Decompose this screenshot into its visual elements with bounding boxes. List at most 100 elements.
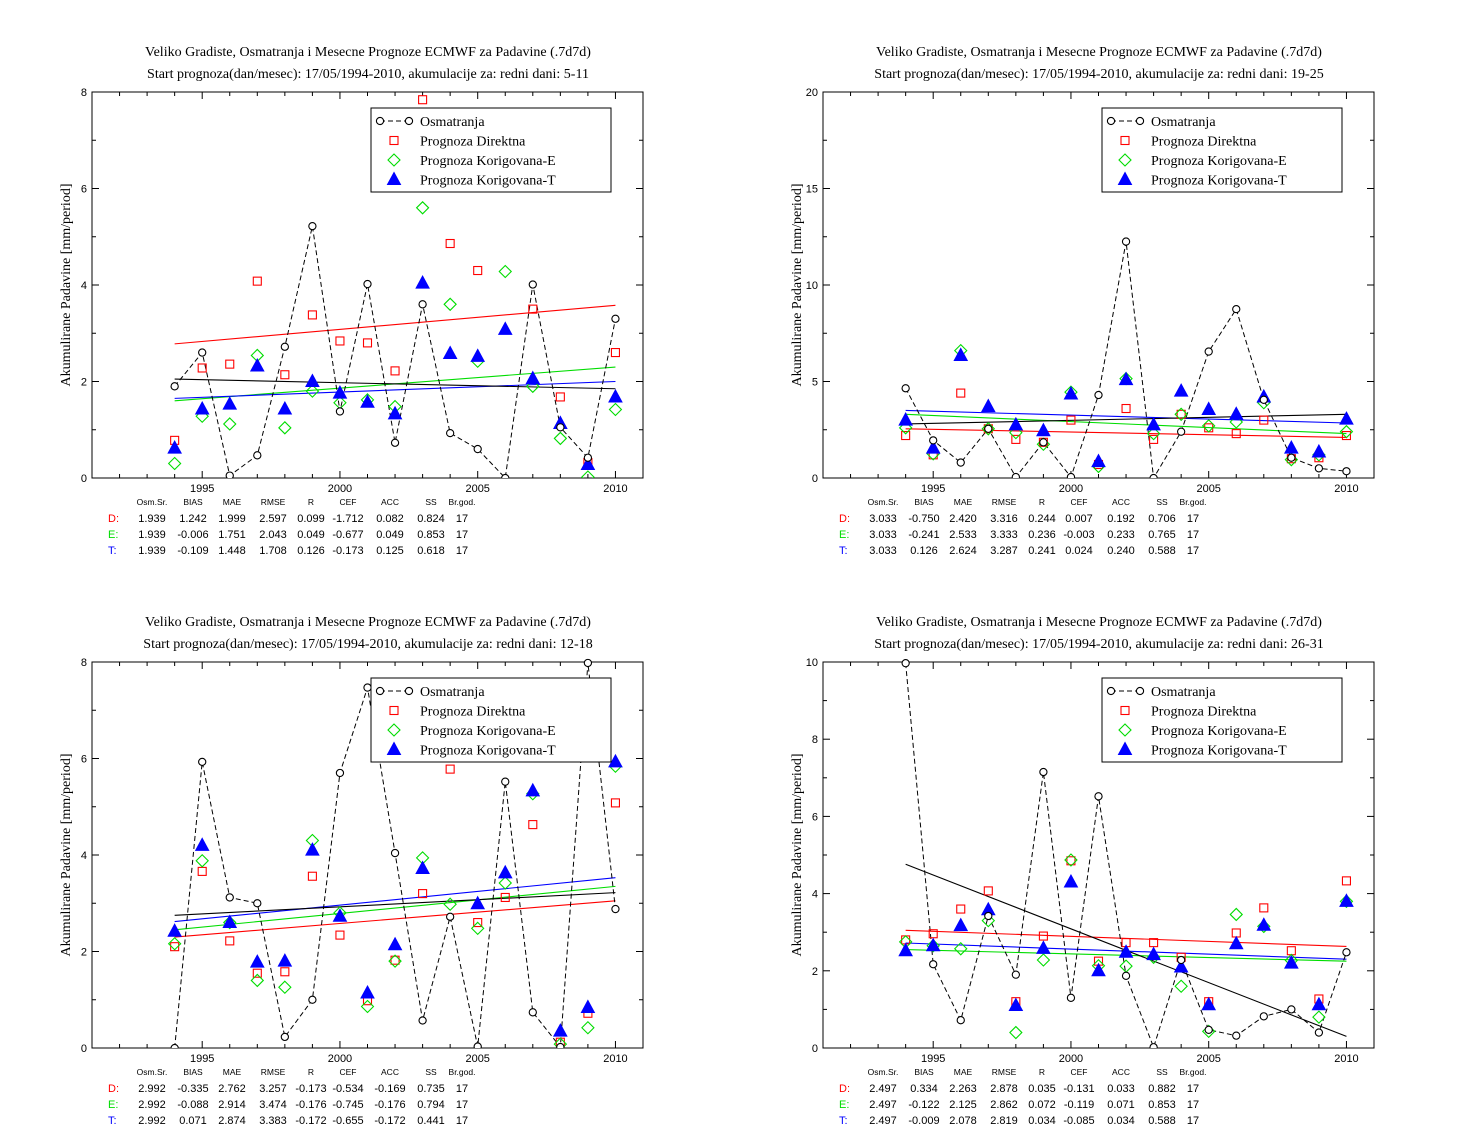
- stats-cell: 2.992: [138, 1083, 166, 1095]
- corr_t-point: [497, 864, 513, 879]
- stats-cell: -0.088: [177, 1099, 208, 1111]
- direct-point: [1341, 430, 1352, 441]
- chart-panel-2: Veliko Gradiste, Osmatranja i Mesecne Pr…: [790, 45, 1375, 557]
- corr_t-point: [1311, 996, 1327, 1011]
- plot-area: [167, 658, 623, 1048]
- stats-cell: 2.874: [218, 1115, 246, 1127]
- corr_e-point: [608, 402, 623, 417]
- stats-cell: -0.003: [1063, 529, 1094, 541]
- corr_e-point: [278, 980, 292, 994]
- direct-point: [280, 370, 290, 380]
- corr_t-point: [525, 370, 541, 385]
- corr_t-point: [277, 400, 293, 415]
- obs-point: [1039, 767, 1048, 777]
- obs-point: [1066, 993, 1076, 1002]
- corr_e-point: [1201, 419, 1216, 433]
- x-tick-label: 1995: [190, 483, 214, 495]
- y-axis-label: Akumulirane Padavine [mm/period]: [59, 184, 74, 387]
- stats-cell: 0.233: [1107, 529, 1135, 541]
- corr_e-point: [981, 913, 996, 928]
- direct-point: [335, 336, 345, 346]
- stats-cell: 2.878: [990, 1083, 1018, 1095]
- stats-cell: 0.244: [1028, 513, 1056, 525]
- stats-cell: 0.334: [910, 1083, 938, 1095]
- direct-point: [610, 347, 621, 358]
- obs-point: [473, 1042, 482, 1048]
- corr_e-point: [1009, 425, 1023, 440]
- stats-cell: 2.078: [949, 1115, 977, 1127]
- stats-cell: 2.862: [990, 1099, 1018, 1111]
- obs-point: [335, 768, 345, 778]
- corr_t-point: [553, 1023, 568, 1037]
- direct-point: [1259, 903, 1269, 913]
- obs-point: [1011, 472, 1020, 478]
- corr_e-point: [1119, 959, 1133, 973]
- legend-corr_t-marker: [1117, 741, 1133, 755]
- stats-cell: 2.043: [259, 529, 287, 541]
- y-tick-label: 0: [81, 1043, 87, 1055]
- corr_e-point: [981, 422, 996, 436]
- obs-series-line: [905, 241, 1347, 478]
- plot-area: [167, 95, 623, 478]
- legend-corr_t-label: Prognoza Korigovana-T: [1151, 174, 1287, 189]
- stats-header: Br.god.: [449, 1067, 476, 1077]
- stats-cell: 0.072: [1028, 1099, 1056, 1111]
- legend-obs-label: Osmatranja: [420, 685, 485, 700]
- x-tick-label: 2005: [465, 483, 489, 495]
- corr_t-point: [1284, 440, 1299, 454]
- stats-header: Osm.Sr.: [137, 1067, 168, 1077]
- direct-point: [1038, 931, 1048, 941]
- stats-cell: 0.853: [1148, 1099, 1176, 1111]
- corr_t-point: [980, 398, 996, 413]
- stats-cell: 2.125: [949, 1099, 977, 1111]
- stats-header: BIAS: [183, 497, 203, 507]
- corr_t-point: [1091, 453, 1106, 468]
- obs-point: [1121, 237, 1131, 246]
- stats-row-label: D:: [108, 513, 119, 525]
- obs-point: [363, 279, 372, 289]
- x-tick-label: 2000: [1059, 483, 1083, 495]
- stats-cell: -0.119: [1064, 1099, 1094, 1111]
- obs-point: [1232, 1031, 1241, 1040]
- obs-point: [225, 471, 234, 478]
- legend-direct-label: Prognoza Direktna: [420, 135, 526, 150]
- corr_e-point: [443, 297, 457, 312]
- stats-cell: -0.677: [332, 529, 363, 541]
- corr_e-point: [1009, 1025, 1023, 1040]
- stats-cell: -0.006: [177, 529, 208, 541]
- corr_t-point: [1118, 944, 1134, 958]
- corr_t-point: [953, 917, 969, 932]
- corr_e-point: [195, 854, 209, 868]
- obs-point: [611, 904, 620, 914]
- corr_t-point: [1339, 893, 1354, 907]
- corr_e-point: [953, 942, 968, 956]
- trend-line-corr_t: [905, 409, 1347, 424]
- legend-obs-label: Osmatranja: [1151, 115, 1216, 130]
- stats-header: MAE: [223, 497, 242, 507]
- stats-header: CEF: [340, 497, 357, 507]
- stats-cell: 0.049: [376, 529, 404, 541]
- stats-cell: 1.448: [218, 545, 246, 557]
- stats-cell: 2.819: [990, 1115, 1018, 1127]
- legend-corr_e-label: Prognoza Korigovana-E: [420, 724, 556, 739]
- obs-point: [390, 438, 400, 447]
- obs-point: [583, 658, 593, 668]
- stats-cell: 17: [456, 513, 468, 525]
- obs-point: [1314, 464, 1324, 473]
- stats-header: R: [1039, 1067, 1045, 1077]
- trend-line-direct: [174, 900, 616, 938]
- direct-point: [901, 430, 911, 441]
- y-tick-label: 8: [812, 734, 818, 746]
- stats-cell: 17: [1187, 513, 1199, 525]
- stats-cell: 0.071: [179, 1115, 207, 1127]
- direct-point: [197, 866, 207, 876]
- stats-cell: 0.882: [1148, 1083, 1176, 1095]
- stats-header: CEF: [340, 1067, 357, 1077]
- corr_e-point: [1174, 979, 1188, 994]
- stats-cell: 2.263: [949, 1083, 977, 1095]
- corr_e-point: [926, 938, 940, 953]
- trend-line-obs: [905, 413, 1347, 425]
- stats-header: MAE: [954, 497, 973, 507]
- stats-cell: 0.125: [376, 545, 404, 557]
- corr_t-point: [222, 396, 238, 410]
